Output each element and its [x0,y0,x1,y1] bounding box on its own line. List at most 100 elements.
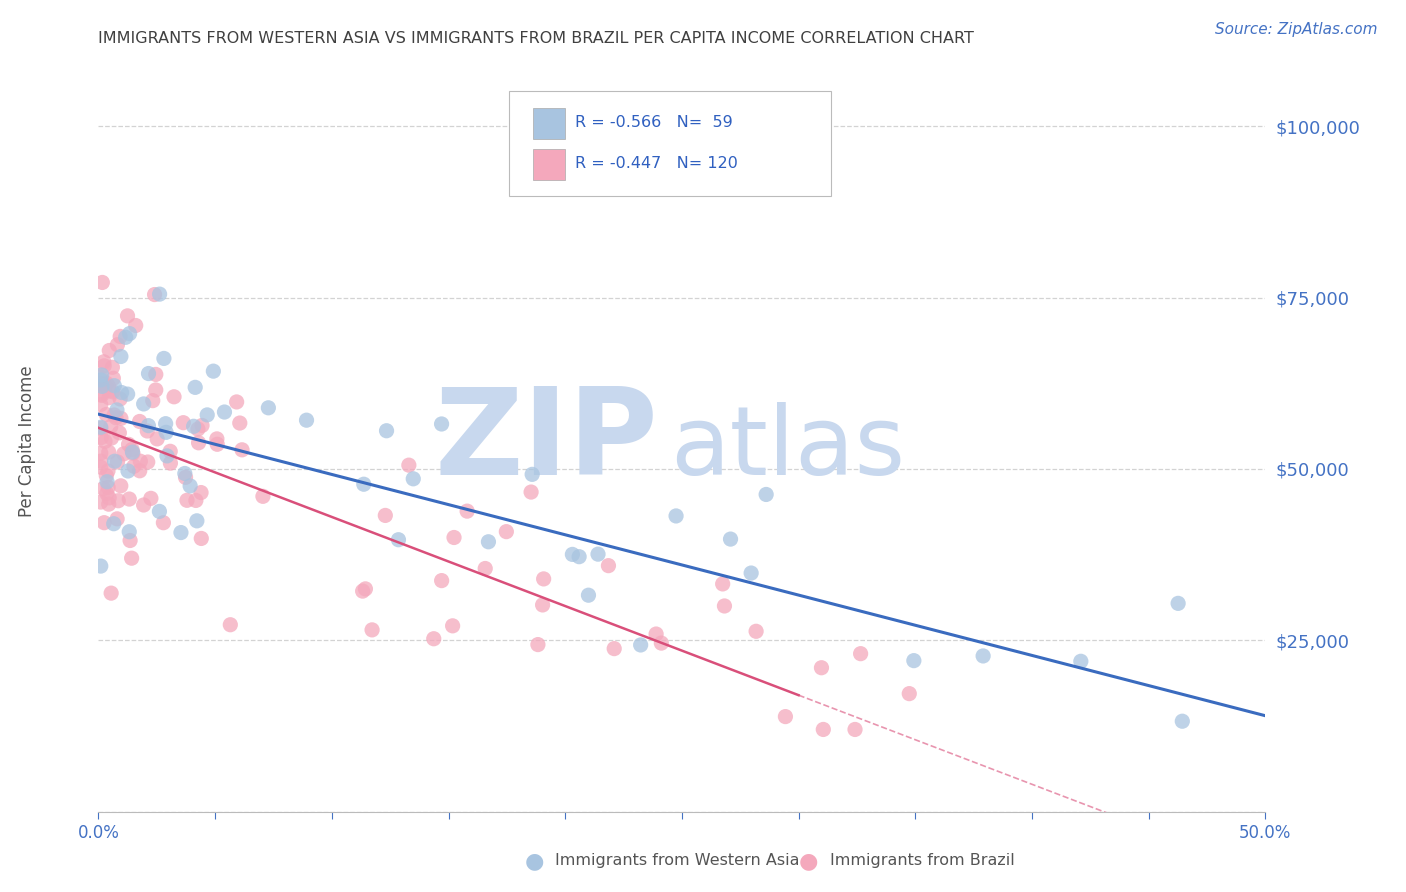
Point [225,395,247,409]
Point [173,467,195,481]
Point [153,351,176,366]
Point [90,495,112,509]
Point [96,376,118,391]
Point [93,482,115,496]
Point [100,586,122,600]
Point [108,392,131,406]
Point [191,418,214,433]
Point [114,330,136,344]
Point [159,444,181,458]
Point [145,368,167,382]
Point [143,287,166,301]
Point [98,491,121,505]
Text: Immigrants from Brazil: Immigrants from Brazil [830,854,1014,868]
Point [93,355,115,369]
Point [149,287,172,301]
Point [219,617,242,632]
Point [561,548,583,562]
Point [96,475,118,489]
Point [152,516,174,530]
Point [844,723,866,737]
Point [90,388,112,402]
Point [398,458,420,472]
Point [101,384,124,399]
Point [972,648,994,663]
Point [90,373,112,387]
Point [520,485,543,500]
Point [138,418,160,433]
Point [110,411,132,425]
Point [568,549,591,564]
Point [145,383,167,397]
Point [711,577,734,591]
Point [387,533,409,547]
Point [118,326,141,341]
Point [190,532,212,546]
Point [94,379,117,393]
Point [120,533,142,548]
Point [132,397,155,411]
Point [1167,596,1189,610]
Point [121,551,143,566]
Point [361,623,384,637]
Y-axis label: Per Capita Income: Per Capita Income [18,366,37,517]
Point [775,709,797,723]
Point [295,413,318,427]
Point [125,318,148,333]
Point [533,572,555,586]
Point [96,468,118,483]
Point [195,408,218,422]
Point [645,627,668,641]
Point [90,559,112,574]
Point [121,442,143,457]
Point [184,380,207,394]
Point [179,479,201,493]
Point [90,460,112,475]
Point [146,432,169,446]
Point [103,378,125,392]
Point [374,508,396,523]
Point [176,493,198,508]
Point [713,599,735,613]
Point [90,420,112,434]
Point [174,470,197,484]
Point [441,619,464,633]
Point [91,276,114,290]
Point [98,391,121,405]
Point [578,588,600,602]
Point [170,525,193,540]
Point [186,514,208,528]
Point [205,432,228,446]
Point [97,445,120,459]
Point [231,442,253,457]
Point [586,547,609,561]
Point [129,454,152,468]
Point [103,516,125,531]
Point [96,408,118,422]
Point [898,687,921,701]
Point [122,446,145,460]
Point [159,456,181,470]
Point [187,422,209,436]
Point [98,343,121,358]
Point [132,498,155,512]
Point [96,486,118,500]
Point [740,566,762,580]
Point [229,416,252,430]
Point [90,431,112,445]
Point [94,434,117,449]
FancyBboxPatch shape [509,91,831,195]
Point [1070,654,1092,668]
Point [745,624,768,639]
Text: Source: ZipAtlas.com: Source: ZipAtlas.com [1215,22,1378,37]
Point [90,387,112,401]
Point [117,464,139,478]
Point [91,376,114,391]
Text: R = -0.566   N=  59: R = -0.566 N= 59 [575,115,733,130]
Point [755,487,778,501]
Point [90,454,112,468]
Point [155,425,177,440]
Point [138,367,160,381]
FancyBboxPatch shape [533,109,565,139]
Point [118,524,141,539]
